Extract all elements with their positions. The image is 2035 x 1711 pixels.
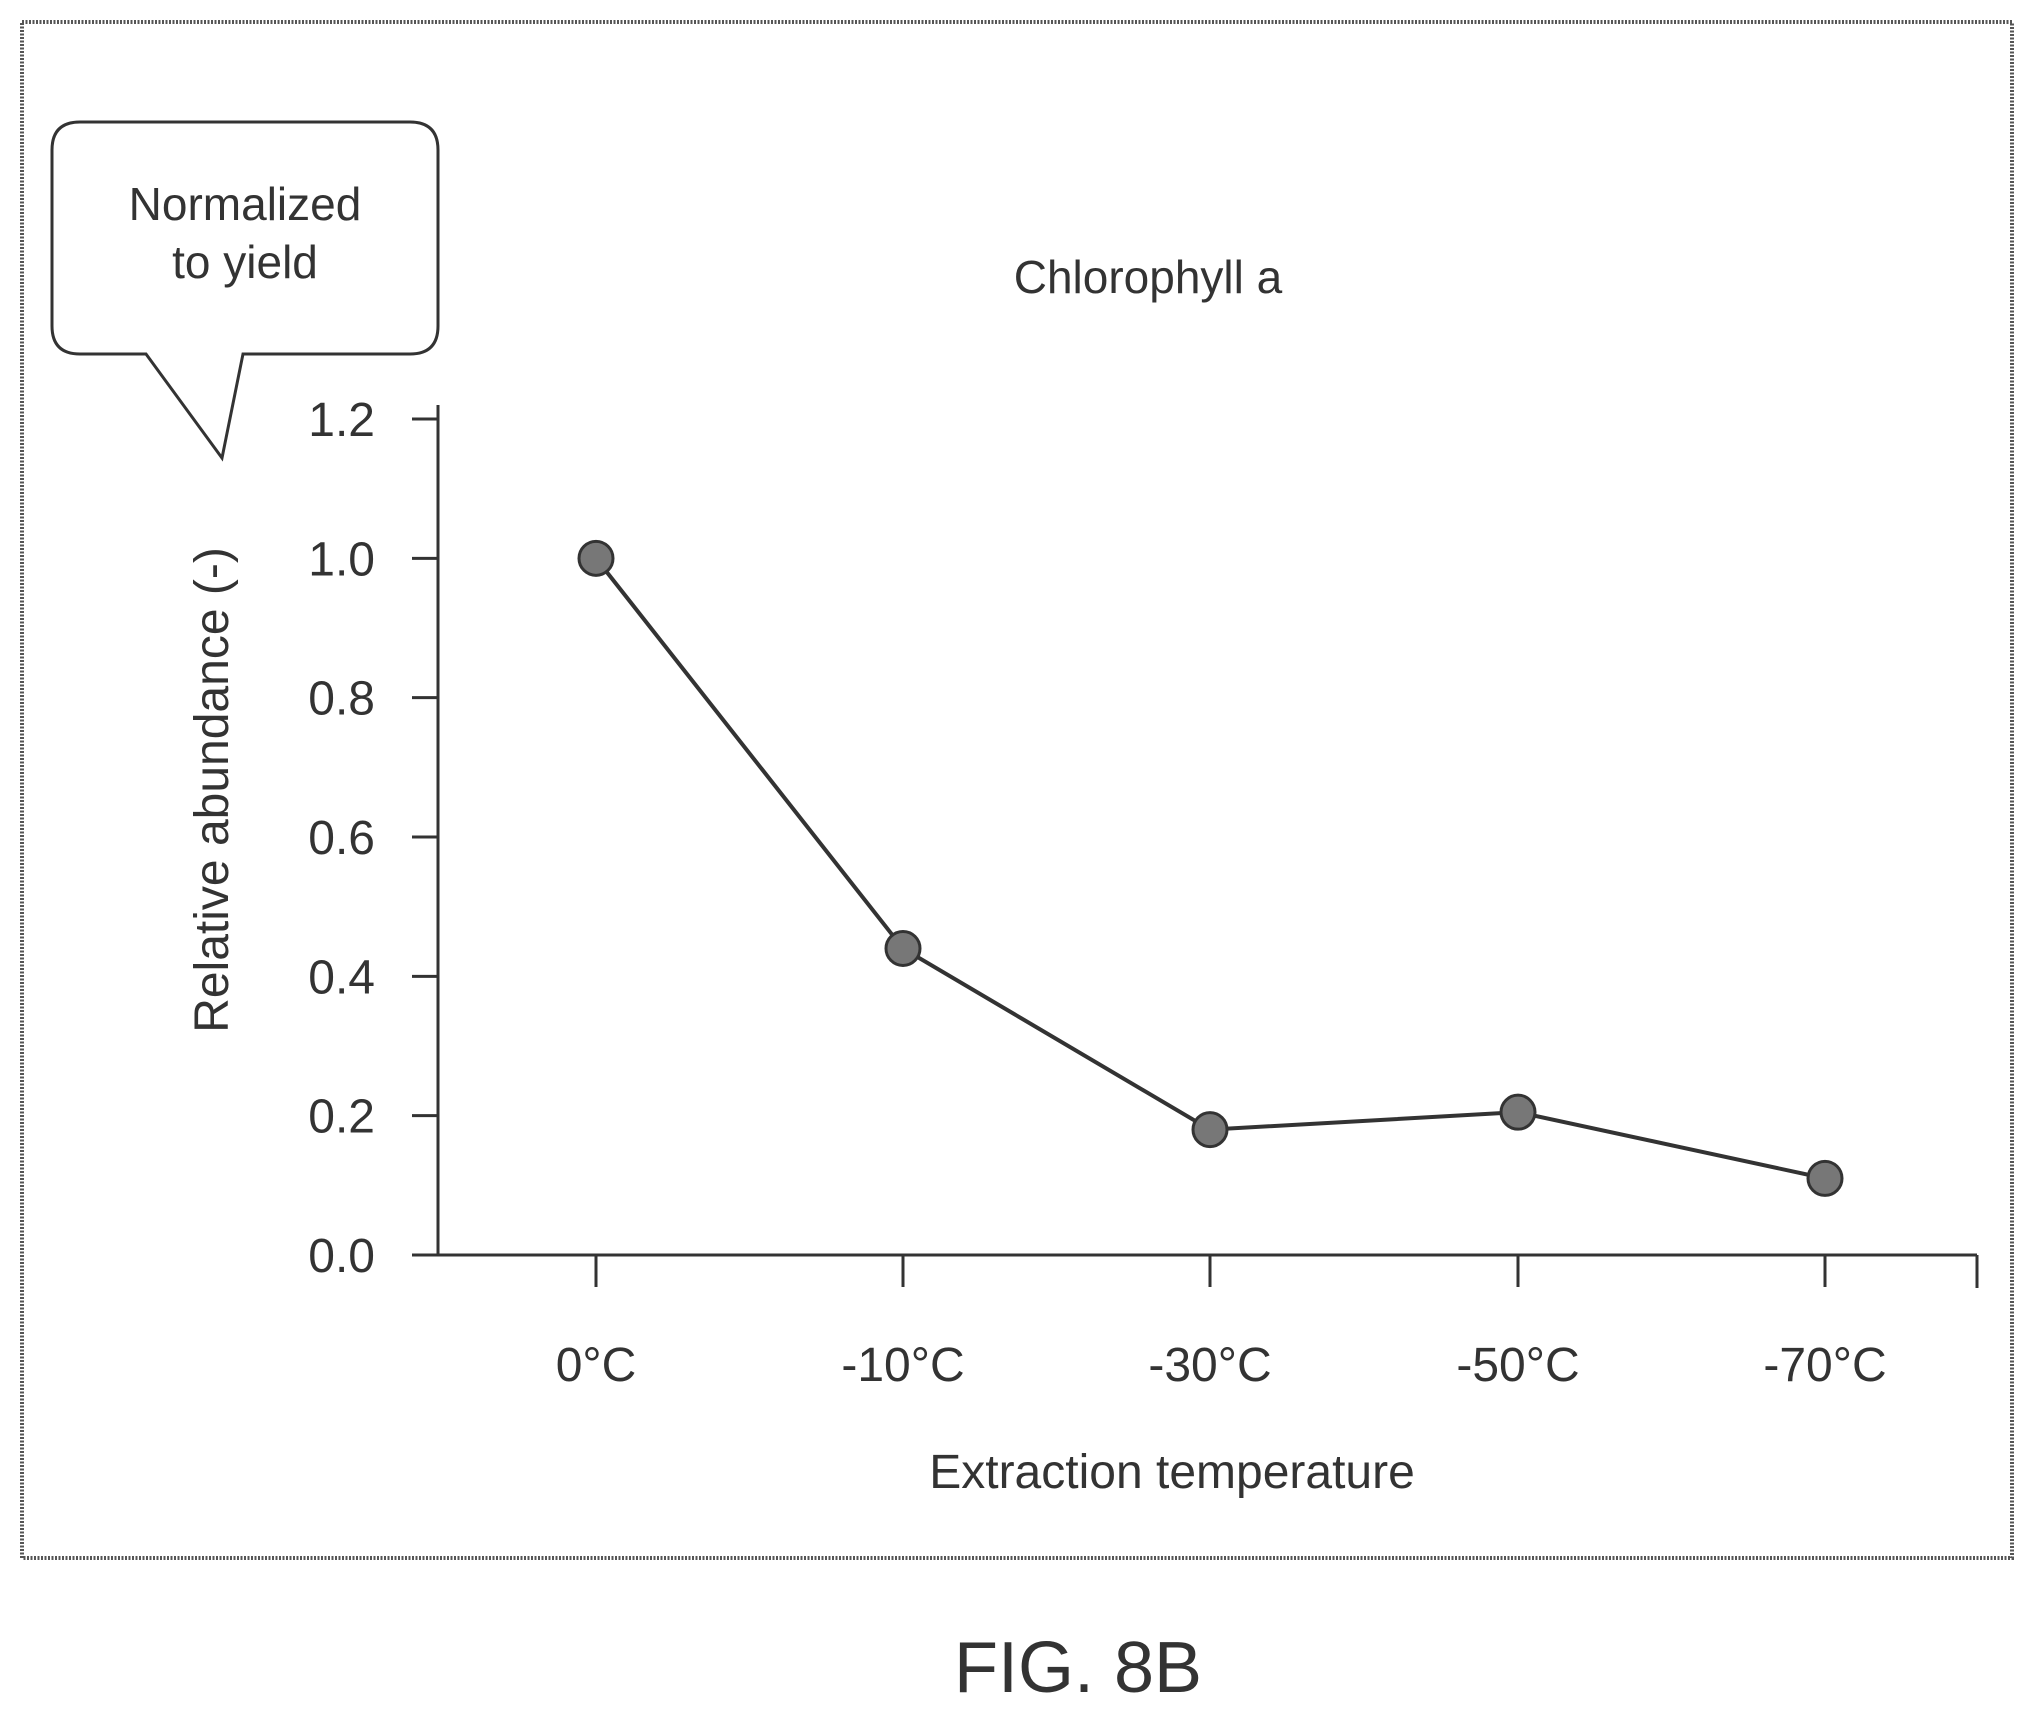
callout-line-2: to yield: [172, 236, 318, 288]
series-line: [594, 557, 1826, 1181]
y-ticks: 0.0 0.2 0.4 0.6 0.8 1.0 1.2: [308, 394, 438, 1283]
x-tick-label: -70°C: [1763, 1339, 1886, 1392]
y-tick-label: 0.4: [308, 951, 375, 1004]
data-point--30°C: [1191, 1111, 1229, 1149]
figure-caption: FIG. 8B: [954, 1628, 1202, 1708]
y-tick-label: 1.0: [308, 533, 375, 586]
callout: Normalized to yield: [50, 120, 440, 462]
x-ticks: 0°C -10°C -30°C -50°C -70°C: [556, 1255, 1887, 1392]
data-point--70°C: [1806, 1159, 1844, 1197]
y-axis-title: Relative abundance (-): [186, 547, 239, 1033]
x-tick-label: -30°C: [1148, 1339, 1271, 1392]
y-tick-label: 0.8: [308, 673, 375, 726]
y-tick-label: 0.2: [308, 1091, 375, 1144]
series: [577, 539, 1844, 1197]
chart-title: Chlorophyll a: [1014, 251, 1283, 303]
x-tick-label: -50°C: [1456, 1339, 1579, 1392]
data-point--10°C: [884, 929, 922, 967]
y-tick-label: 0.6: [308, 812, 375, 865]
y-tick-label: 1.2: [308, 394, 375, 447]
x-tick-label: -10°C: [841, 1339, 964, 1392]
y-tick-label: 0.0: [308, 1230, 375, 1283]
data-point--50°C: [1499, 1093, 1537, 1131]
callout-bubble: [50, 120, 440, 462]
data-point-0°C: [577, 539, 615, 577]
x-tick-label: 0°C: [556, 1339, 637, 1392]
chart-frame: [20, 20, 2014, 1560]
x-axis-title: Extraction temperature: [929, 1446, 1415, 1499]
callout-line-1: Normalized: [129, 178, 362, 230]
